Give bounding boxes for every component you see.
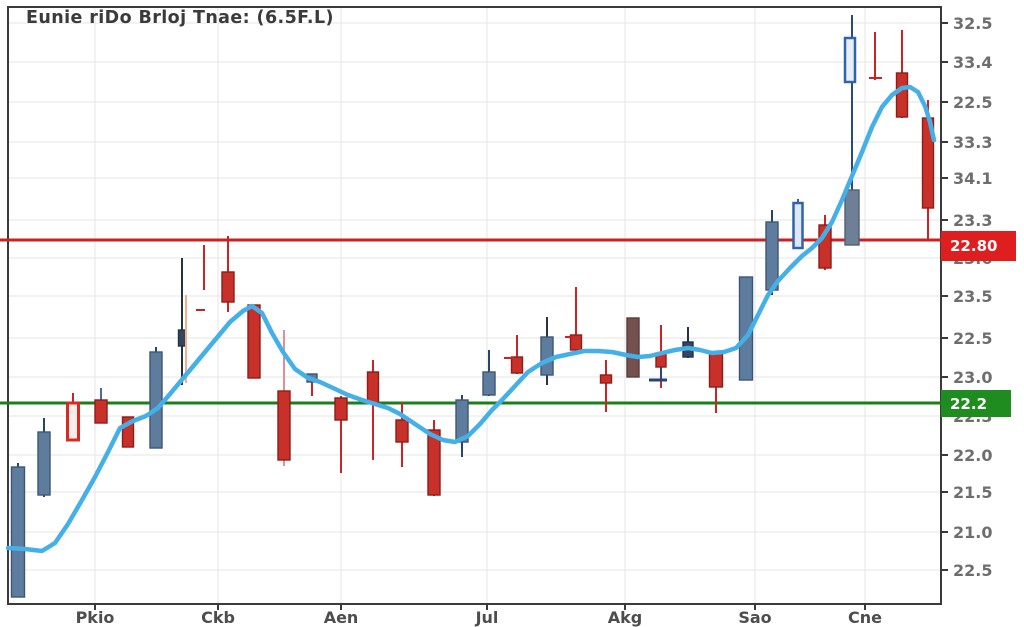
candle-body <box>844 189 860 246</box>
y-axis-label: 21.0 <box>953 523 992 542</box>
x-axis-label: Pkio <box>76 608 115 627</box>
y-axis-label: 34.1 <box>953 169 992 188</box>
y-axis-label: 23.0 <box>953 368 992 387</box>
candle-body <box>599 374 613 384</box>
price-badge-green-label: 22.2 <box>950 394 988 413</box>
candle-body <box>895 72 909 118</box>
y-axis-label: 23.3 <box>953 211 992 230</box>
y-axis-label: 33.4 <box>953 53 992 72</box>
candle-mark <box>843 36 857 84</box>
ma-line <box>5 84 937 554</box>
y-axis-label: 22.0 <box>953 446 992 465</box>
y-axis-label: 22.5 <box>953 329 992 348</box>
y-axis-label: 21.5 <box>953 483 992 502</box>
x-axis-label: Sao <box>738 608 771 627</box>
candle-body <box>66 401 80 442</box>
x-axis-label: Jul <box>475 608 499 627</box>
candle-body <box>569 334 583 351</box>
candle-body <box>482 371 496 396</box>
candle-body <box>395 419 409 443</box>
candle-body <box>626 317 640 378</box>
candle-body <box>221 271 235 303</box>
candle-body <box>94 399 108 424</box>
x-axis-label: Cne <box>848 608 882 627</box>
price-badge-red: 22.80 <box>941 231 1016 261</box>
y-axis-label: 23.5 <box>953 287 992 306</box>
y-axis-label: 22.5 <box>953 561 992 580</box>
price-badge-red-label: 22.80 <box>950 237 998 255</box>
x-axis-label: Akg <box>608 608 642 627</box>
candle-body <box>334 397 348 421</box>
price-badge-green: 22.2 <box>941 390 1011 417</box>
candle-body <box>149 351 163 449</box>
candle-body <box>708 351 724 388</box>
candle-body <box>540 336 554 376</box>
plot-border <box>7 6 942 605</box>
chart-title: Eunie riDo Brloj Tnae: (6.5F.L) <box>26 8 334 28</box>
candle-body <box>177 329 187 347</box>
y-axis-label: 22.5 <box>953 93 992 112</box>
candle-body <box>792 201 804 250</box>
candle-body <box>10 466 26 598</box>
y-axis-label: 32.5 <box>953 14 992 33</box>
y-axis-label: 33.3 <box>953 133 992 152</box>
candle-body <box>37 431 51 496</box>
candle-body <box>277 390 291 461</box>
candle-body <box>247 304 261 379</box>
x-axis-label: Ckb <box>201 608 235 627</box>
candle-body <box>455 399 469 443</box>
candle-body <box>510 356 524 374</box>
candle-body <box>427 429 441 496</box>
x-axis-label: Aen <box>324 608 359 627</box>
candle-body <box>121 416 135 448</box>
candle-body <box>366 371 380 404</box>
